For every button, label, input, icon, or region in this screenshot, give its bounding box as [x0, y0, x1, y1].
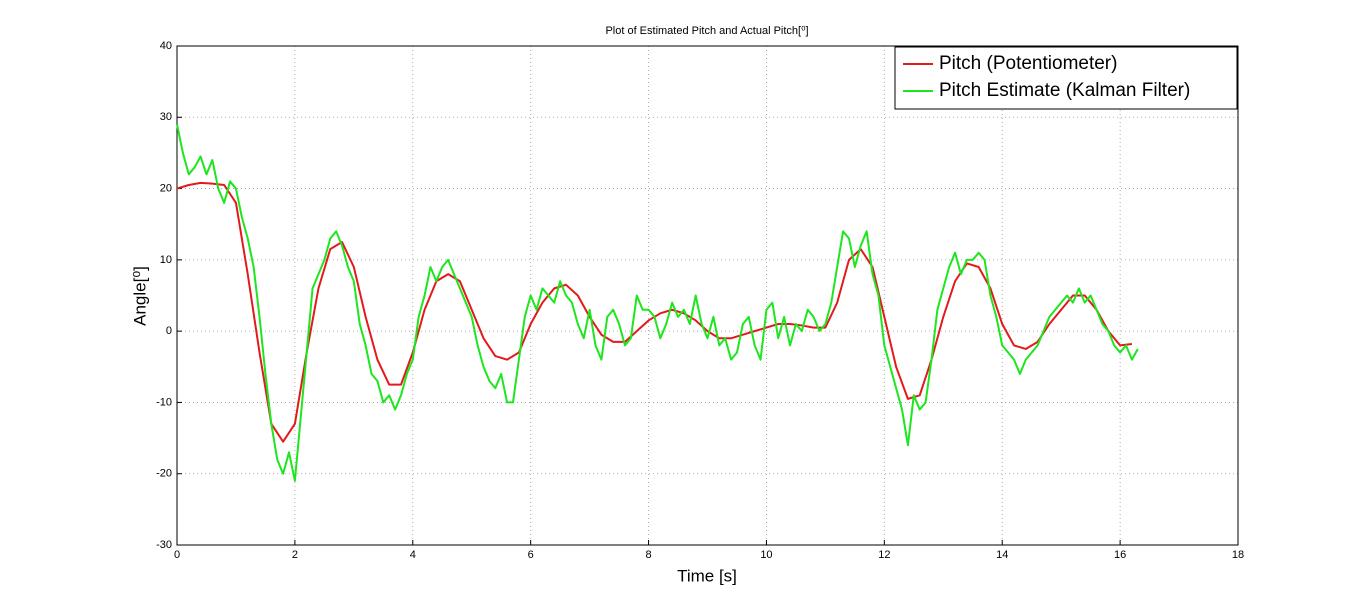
x-tick-label: 10 [760, 549, 772, 561]
axes-box [176, 45, 1239, 546]
chart-title: Plot of Estimated Pitch and Actual Pitch… [605, 25, 808, 37]
legend: Pitch (Potentiometer) Pitch Estimate (Kal… [894, 46, 1238, 110]
y-tick-label: -30 [156, 539, 172, 551]
legend-label: Pitch (Potentiometer) [939, 53, 1117, 74]
y-tick-label: 10 [160, 254, 172, 266]
x-tick-label: 12 [878, 549, 890, 561]
data-line [176, 124, 1139, 482]
y-tick-label: 0 [166, 325, 172, 337]
y-tick-label: 30 [160, 111, 172, 123]
y-tick-label: 40 [160, 40, 172, 52]
x-tick-label: 8 [645, 549, 651, 561]
x-axis-label: Time [s] [677, 566, 737, 585]
x-tick-label: 2 [292, 549, 298, 561]
plot-area [177, 46, 1238, 545]
x-tick-label: 18 [1232, 549, 1244, 561]
y-axis-label: Angle[⁰] [130, 266, 149, 326]
y-tick-label: -20 [156, 468, 172, 480]
x-tick-label: 16 [1114, 549, 1126, 561]
x-tick-label: 14 [996, 549, 1008, 561]
x-tick-label: 6 [528, 549, 534, 561]
x-tick-label: 0 [174, 549, 180, 561]
x-tick-label: 4 [410, 549, 416, 561]
legend-label: Pitch Estimate (Kalman Filter) [939, 80, 1190, 101]
y-tick-label: 20 [160, 182, 172, 194]
legend-box [894, 46, 1238, 110]
y-tick-label: -10 [156, 396, 172, 408]
